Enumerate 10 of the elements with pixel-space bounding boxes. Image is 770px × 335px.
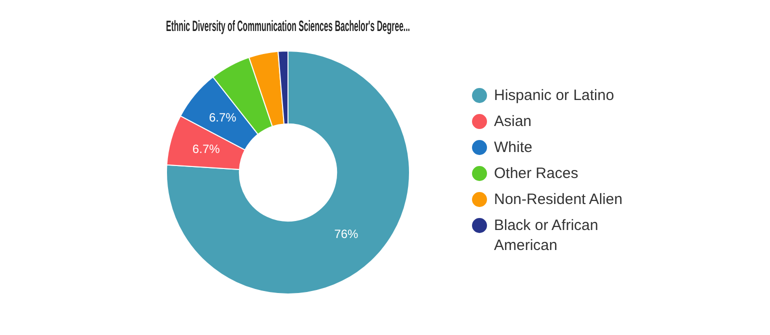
- legend-label: Non-Resident Alien: [494, 190, 624, 210]
- legend-label: White: [494, 138, 534, 158]
- data-label: 6.7%: [192, 142, 220, 156]
- data-label: 76%: [334, 226, 359, 241]
- data-label: 6.7%: [208, 110, 237, 124]
- chart-title: Ethnic Diversity of Communication Sciences Bachelor's Degree...: [166, 17, 410, 35]
- legend-label: Black or African American: [494, 216, 600, 256]
- legend-label: Other Races: [494, 164, 580, 184]
- legend-label: Asian: [494, 112, 533, 132]
- legend-label: Hispanic or Latino: [494, 86, 616, 106]
